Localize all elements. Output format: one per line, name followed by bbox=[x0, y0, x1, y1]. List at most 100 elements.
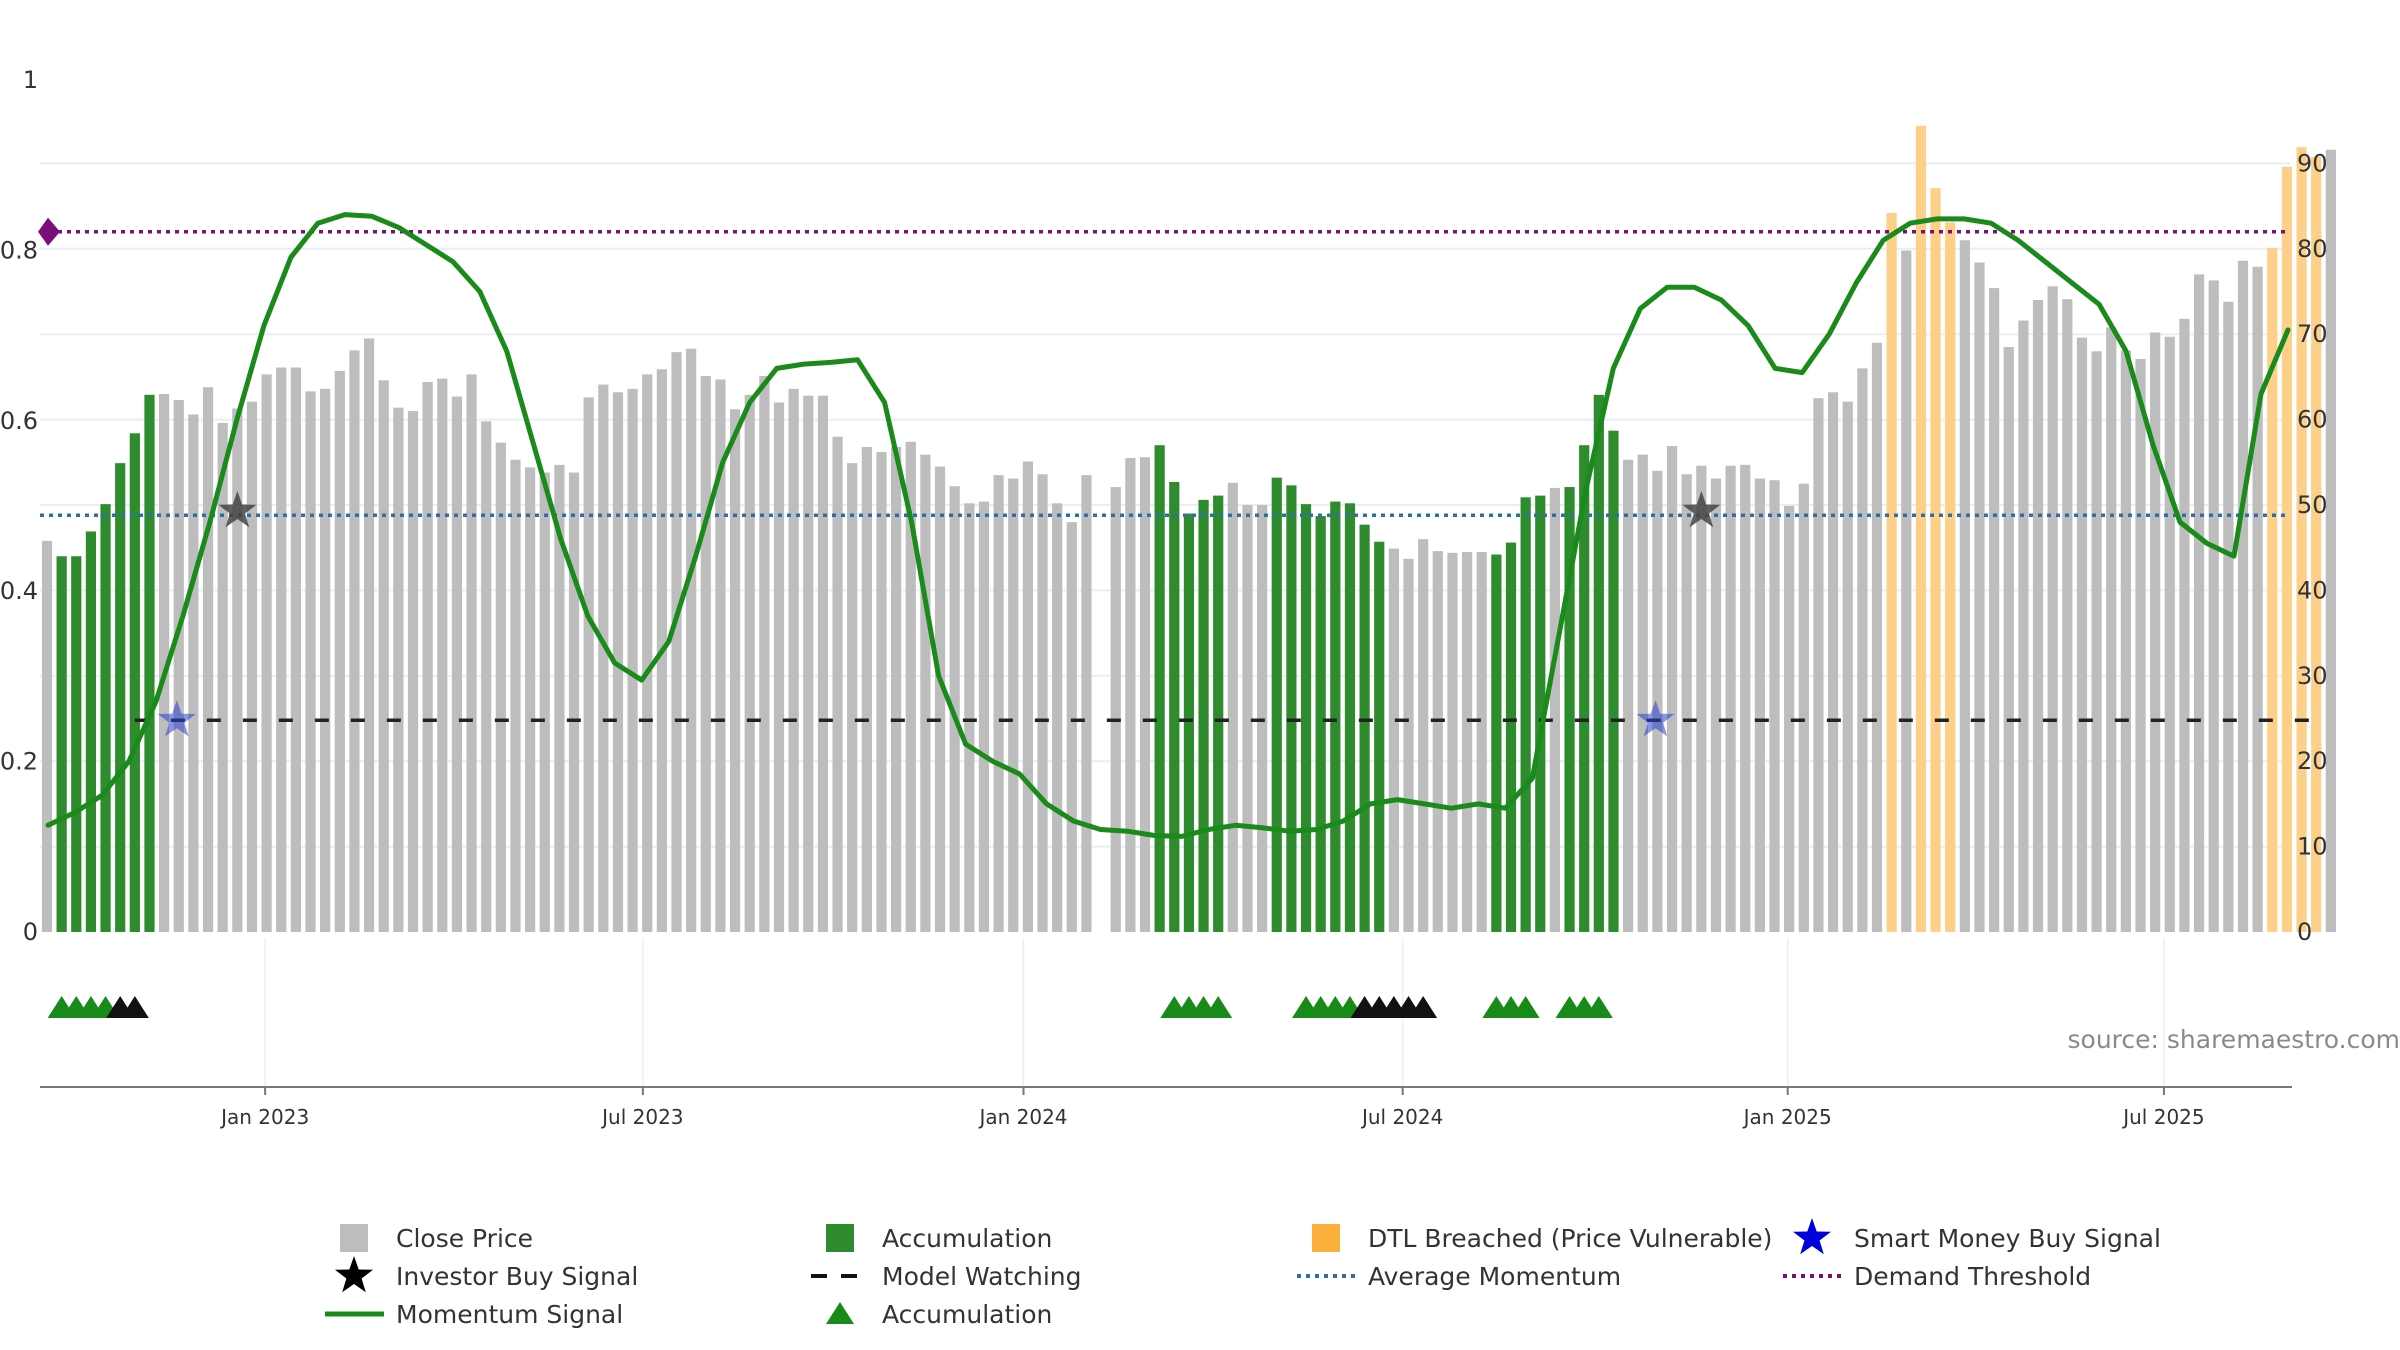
x-axis-tick-label: Jul 2025 bbox=[2121, 1105, 2204, 1129]
signal-markers bbox=[157, 491, 1721, 737]
accumulation-bar bbox=[56, 556, 67, 932]
dtl-breached-bar bbox=[2281, 166, 2293, 933]
close-price-bar bbox=[1871, 342, 1883, 932]
legend-label: Model Watching bbox=[882, 1262, 1082, 1291]
close-price-bar bbox=[320, 388, 331, 933]
close-price-bar bbox=[1052, 503, 1063, 932]
close-price-bar bbox=[1476, 551, 1487, 932]
bars bbox=[41, 125, 2336, 933]
legend-swatch-accumulation bbox=[826, 1224, 854, 1252]
right-axis-tick-label: 10 bbox=[2297, 833, 2328, 861]
right-axis-tick-label: 90 bbox=[2297, 149, 2328, 177]
close-price-bar bbox=[217, 423, 228, 932]
close-price-bar bbox=[978, 501, 990, 932]
close-price-bar bbox=[41, 540, 53, 932]
smart-money-buy-signal-star bbox=[1636, 700, 1675, 737]
legend-label: Smart Money Buy Signal bbox=[1854, 1224, 2161, 1253]
accumulation-bar bbox=[1300, 504, 1312, 932]
close-price-bar bbox=[1549, 487, 1561, 932]
dtl-breached-bar bbox=[1945, 222, 1956, 933]
close-price-bar bbox=[1447, 552, 1458, 932]
investor-buy-signal-star bbox=[218, 491, 257, 528]
close-price-bar bbox=[2193, 274, 2205, 932]
close-price-bar bbox=[803, 395, 814, 932]
close-price-bar bbox=[1242, 505, 1253, 932]
accumulation-bar bbox=[1374, 541, 1385, 932]
close-price-bar bbox=[949, 486, 960, 932]
close-price-bar bbox=[1125, 458, 1136, 932]
x-axis-tick-label: Jul 2023 bbox=[600, 1105, 683, 1129]
close-price-bar bbox=[466, 374, 477, 932]
close-price-bar bbox=[276, 367, 287, 933]
accumulation-bar bbox=[1520, 497, 1531, 932]
close-price-bar bbox=[378, 380, 389, 932]
close-price-bar bbox=[2325, 149, 2336, 933]
close-price-bar bbox=[2003, 347, 2014, 932]
close-price-bar bbox=[2150, 332, 2161, 932]
close-price-bar bbox=[2091, 351, 2102, 932]
accumulation-bar bbox=[1154, 445, 1165, 932]
accumulation-bar bbox=[1198, 499, 1209, 932]
close-price-bar bbox=[964, 503, 975, 932]
close-price-bar bbox=[1432, 551, 1443, 932]
dtl-breached-bar bbox=[1915, 125, 1927, 933]
close-price-bar bbox=[905, 441, 916, 932]
accumulation-triangle-black bbox=[120, 996, 149, 1018]
close-price-bar bbox=[1652, 470, 1663, 932]
legend-label: Close Price bbox=[396, 1224, 533, 1253]
legend-swatch-close-price bbox=[340, 1224, 368, 1252]
accumulation-bar bbox=[1183, 513, 1195, 932]
close-price-bar bbox=[1696, 465, 1707, 932]
close-price-bar bbox=[290, 367, 301, 933]
accumulation-bar bbox=[1491, 554, 1502, 932]
close-price-bar bbox=[1857, 368, 1868, 932]
close-price-bar bbox=[1081, 475, 1092, 932]
close-price-bar bbox=[1066, 522, 1077, 932]
close-price-bar bbox=[759, 376, 770, 932]
left-axis-tick-label: 0.6 bbox=[0, 407, 38, 435]
close-price-bar bbox=[583, 397, 594, 932]
close-price-bar bbox=[1989, 288, 2000, 933]
close-price-bar bbox=[202, 387, 214, 932]
close-price-bar bbox=[861, 446, 872, 932]
close-price-bar bbox=[349, 350, 360, 932]
x-axis-tick-label: Jan 2025 bbox=[1742, 1105, 1832, 1129]
legend-label: Demand Threshold bbox=[1854, 1262, 2091, 1291]
close-price-bar bbox=[554, 464, 565, 932]
close-price-bar bbox=[1974, 262, 1985, 932]
accumulation-bar bbox=[1359, 524, 1370, 932]
accumulation-bar bbox=[1593, 394, 1604, 933]
close-price-bar bbox=[1901, 250, 1912, 932]
momentum-signal-layer bbox=[45, 212, 2291, 839]
legend-swatch-smart-money-buy-signal bbox=[1793, 1218, 1831, 1255]
accumulation-bar bbox=[85, 531, 97, 932]
close-price-bar bbox=[876, 452, 887, 932]
source-label: source: sharemaestro.com bbox=[2068, 1025, 2400, 1054]
legend: Close Price Investor Buy Signal Momentum S… bbox=[325, 1218, 2161, 1329]
close-price-bar bbox=[1827, 392, 1839, 933]
close-price-bar bbox=[2106, 327, 2117, 932]
close-price-bar bbox=[407, 411, 419, 932]
smart-money-buy-signal-star bbox=[157, 700, 196, 737]
accumulation-bar bbox=[1213, 495, 1224, 932]
close-price-bar bbox=[173, 399, 184, 932]
dtl-breached-bar bbox=[2267, 247, 2278, 933]
close-price-bar bbox=[1725, 465, 1736, 932]
close-price-bar bbox=[920, 454, 931, 932]
close-price-bar bbox=[891, 446, 902, 932]
legend-label: DTL Breached (Price Vulnerable) bbox=[1368, 1224, 1772, 1253]
accumulation-bar bbox=[144, 394, 155, 933]
dtl-breached-bar bbox=[1886, 212, 1897, 932]
close-price-bar bbox=[481, 421, 492, 932]
close-price-bar bbox=[642, 374, 653, 932]
right-axis-tick-label: 30 bbox=[2297, 662, 2328, 690]
right-axis-tick-label: 0 bbox=[2297, 918, 2312, 946]
close-price-bar bbox=[1139, 457, 1151, 932]
close-price-bar bbox=[671, 352, 682, 932]
close-price-bar bbox=[686, 348, 697, 932]
close-price-bar bbox=[832, 436, 843, 932]
close-price-bar bbox=[1623, 459, 1634, 932]
close-price-bar bbox=[451, 396, 463, 932]
dtl-breached-bar bbox=[2311, 156, 2322, 932]
